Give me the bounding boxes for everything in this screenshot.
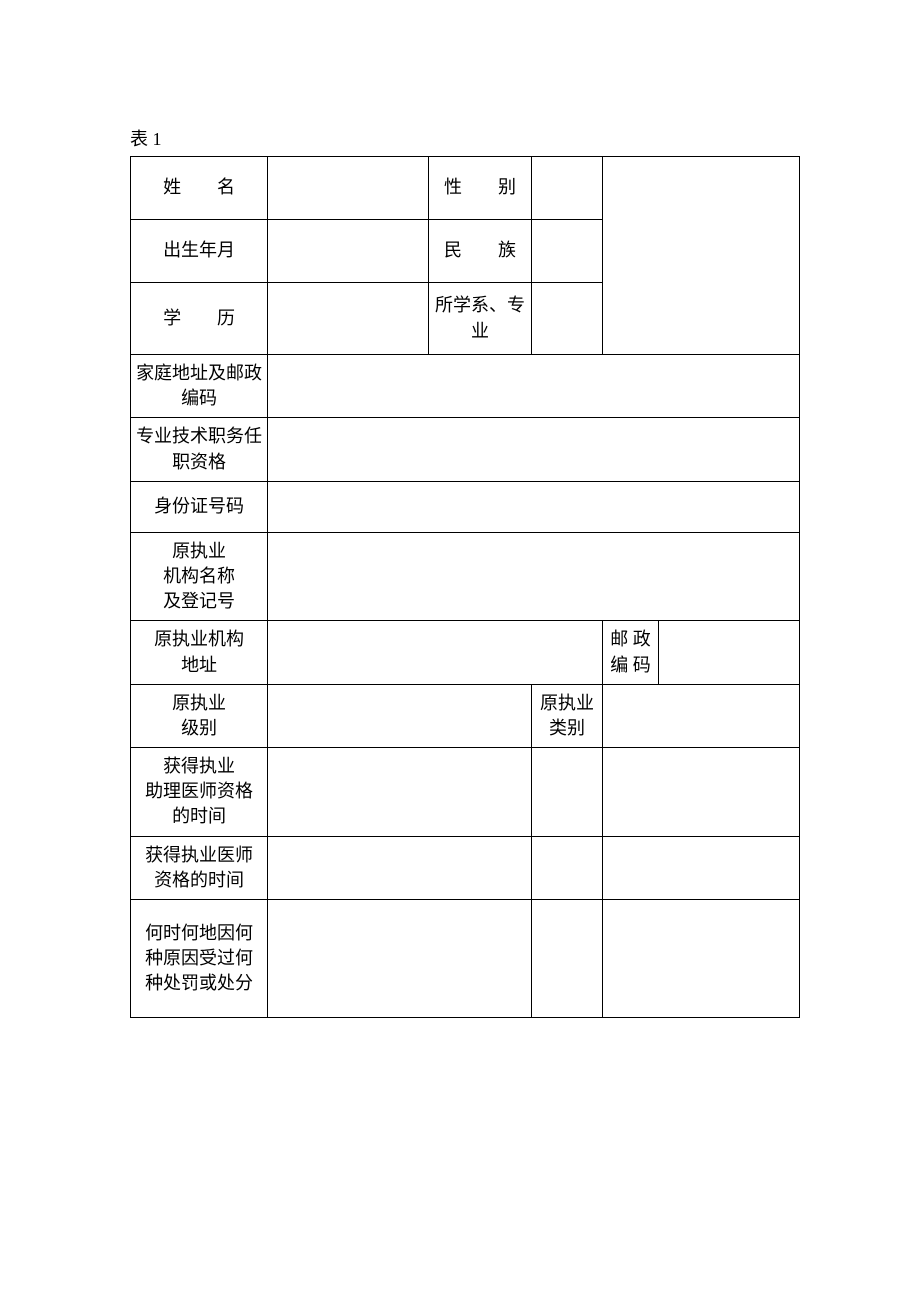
value-penalty-3[interactable] [602,900,799,1018]
label-ethnicity: 民 族 [428,220,532,283]
value-id-number[interactable] [268,481,800,532]
table-row: 专业技术职务任职资格 [131,418,800,481]
label-name: 姓 名 [131,157,268,220]
label-prof-title: 专业技术职务任职资格 [131,418,268,481]
value-ethnicity[interactable] [532,220,602,283]
photo-cell [602,157,799,355]
table-row: 姓 名 性 别 [131,157,800,220]
value-asst-date-2[interactable] [532,748,602,837]
label-education: 学 历 [131,283,268,355]
label-orig-category: 原执业类别 [532,684,602,747]
value-phys-date-1[interactable] [268,836,532,899]
table-row: 家庭地址及邮政编码 [131,355,800,418]
label-id-number: 身份证号码 [131,481,268,532]
label-asst-date: 获得执业助理医师资格的时间 [131,748,268,837]
table-row: 原执业机构地址 邮 政编 码 [131,621,800,684]
label-orig-org-addr: 原执业机构地址 [131,621,268,684]
value-asst-date-3[interactable] [602,748,799,837]
form-table: 姓 名 性 别 出生年月 民 族 学 历 所学系、专业 家庭地址及邮政编码 专业… [130,156,800,1018]
value-penalty-2[interactable] [532,900,602,1018]
value-major[interactable] [532,283,602,355]
value-penalty-1[interactable] [268,900,532,1018]
table-row: 原执业级别 原执业类别 [131,684,800,747]
label-orig-org: 原执业机构名称及登记号 [131,532,268,621]
table-row: 何时何地因何种原因受过何种处罚或处分 [131,900,800,1018]
label-phys-date: 获得执业医师资格的时间 [131,836,268,899]
label-postcode: 邮 政编 码 [602,621,659,684]
value-asst-date-1[interactable] [268,748,532,837]
label-address: 家庭地址及邮政编码 [131,355,268,418]
label-orig-level: 原执业级别 [131,684,268,747]
table-row: 获得执业医师资格的时间 [131,836,800,899]
value-orig-category[interactable] [602,684,799,747]
value-prof-title[interactable] [268,418,800,481]
label-major: 所学系、专业 [428,283,532,355]
value-orig-level[interactable] [268,684,532,747]
value-orig-org-addr[interactable] [268,621,602,684]
label-birth: 出生年月 [131,220,268,283]
table-row: 获得执业助理医师资格的时间 [131,748,800,837]
value-orig-org[interactable] [268,532,800,621]
label-penalty: 何时何地因何种原因受过何种处罚或处分 [131,900,268,1018]
table-row: 身份证号码 [131,481,800,532]
value-gender[interactable] [532,157,602,220]
label-gender: 性 别 [428,157,532,220]
value-name[interactable] [268,157,429,220]
value-birth[interactable] [268,220,429,283]
table-row: 原执业机构名称及登记号 [131,532,800,621]
value-phys-date-3[interactable] [602,836,799,899]
value-address[interactable] [268,355,800,418]
value-education[interactable] [268,283,429,355]
table-title: 表 1 [130,125,800,151]
value-postcode[interactable] [659,621,800,684]
value-phys-date-2[interactable] [532,836,602,899]
